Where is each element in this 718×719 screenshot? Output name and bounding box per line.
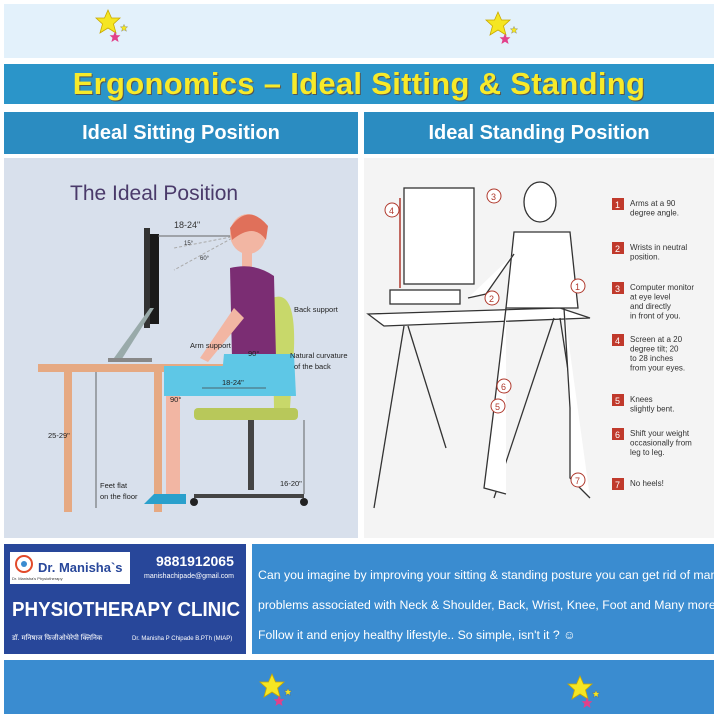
clinic-phone: 9881912065 xyxy=(156,553,234,569)
tip-text-line: occasionally from xyxy=(630,439,692,448)
logo-caption: Dr. Manisha's Physiotherapy xyxy=(12,576,63,581)
tip-text-line: degree angle. xyxy=(630,209,679,218)
tip-text-line: position. xyxy=(630,253,660,262)
top-decor-band xyxy=(4,4,714,58)
svg-text:6: 6 xyxy=(501,382,506,392)
feet-flat-label-2: on the floor xyxy=(100,492,138,501)
tip-number-badge xyxy=(612,282,624,294)
star-icon xyxy=(484,11,518,44)
message-box: Can you imagine by improving your sittin… xyxy=(252,544,718,654)
tip-number: 1 xyxy=(615,200,620,210)
elbow-angle-label: 90° xyxy=(248,349,259,358)
tip-text-line: in front of you. xyxy=(630,312,681,321)
message-line-3: Follow it and enjoy healthy lifestyle.. … xyxy=(258,628,576,642)
clinic-name-marathi: डॉ. मनिषाज फिजीओथेरेपी क्लिनिक xyxy=(11,633,103,642)
star-cluster-icons xyxy=(94,9,518,44)
tip-text-line: Arms at a 90 xyxy=(630,199,676,208)
tip-number: 4 xyxy=(615,336,620,346)
standing-header-label: Ideal Standing Position xyxy=(428,121,650,144)
tip-number-badge xyxy=(612,428,624,440)
feet-flat-label-1: Feet flat xyxy=(100,481,128,490)
standing-tip-item: 7 No heels! xyxy=(612,478,664,490)
standing-desk-illustration xyxy=(366,187,591,509)
clinic-doctor: Dr. Manisha P Chipade B.PTh (MIAP) xyxy=(132,636,232,642)
knee-angle-label: 90° xyxy=(170,395,181,404)
monitor-distance-label: 18-24" xyxy=(174,220,200,230)
title-bar: Ergonomics – Ideal Sitting & Standing xyxy=(4,64,714,104)
tip-text-line: No heels! xyxy=(630,479,664,488)
desk-height-label: 25-29" xyxy=(48,431,70,440)
svg-text:4: 4 xyxy=(389,206,394,216)
star-icon xyxy=(258,673,292,706)
arm-support-label: Arm support xyxy=(190,341,232,350)
tip-number: 7 xyxy=(615,480,620,490)
seat-distance-label: 18-24" xyxy=(222,378,244,387)
sitting-section-header: Ideal Sitting Position xyxy=(4,112,358,154)
sitting-header-label: Ideal Sitting Position xyxy=(82,121,280,144)
clinic-name-main: PHYSIOTHERAPY CLINIC xyxy=(12,599,240,621)
angle-15-label: 15° xyxy=(184,241,194,247)
standing-illustration: 4 3 2 1 6 5 7 1 Arms at a 90 degree angle.… xyxy=(364,158,714,538)
monitor-illustration xyxy=(108,228,159,362)
tip-text-line: leg to leg. xyxy=(630,448,665,457)
tip-number-badge xyxy=(612,334,624,346)
seat-height-label: 16-20" xyxy=(280,479,302,488)
tip-number-badge xyxy=(612,478,624,490)
seated-person-illustration xyxy=(144,214,296,504)
svg-text:3: 3 xyxy=(491,192,496,202)
desk-illustration xyxy=(38,364,224,512)
tip-markers: 4 3 2 1 6 5 7 xyxy=(384,188,586,488)
tip-text-line: at eye level xyxy=(630,293,671,302)
tip-text-line: Shift your weight xyxy=(630,429,690,438)
page-title: Ergonomics – Ideal Sitting & Standing xyxy=(72,66,646,101)
angle-60-label: 60° xyxy=(200,256,210,262)
message-line-1: Can you imagine by improving your sittin… xyxy=(258,568,718,582)
standing-person-illustration xyxy=(467,181,591,499)
svg-text:5: 5 xyxy=(495,402,500,412)
tip-text-line: slightly bent. xyxy=(630,405,674,414)
tip-number-badge xyxy=(612,394,624,406)
tip-text-line: Computer monitor xyxy=(630,283,694,292)
star-icon xyxy=(566,675,600,708)
sitting-illustration: The Ideal Position 18-24" 15° 60° xyxy=(4,158,358,538)
clinic-card-content: Dr. Manisha's Physiotherapy Dr. Manisha`… xyxy=(10,552,240,642)
tip-number: 6 xyxy=(615,430,620,440)
clinic-email: manishachipade@gmail.com xyxy=(144,573,234,580)
star-cluster-icons xyxy=(258,673,600,708)
tip-text-line: from your eyes. xyxy=(630,364,685,373)
svg-text:1: 1 xyxy=(575,282,580,292)
clinic-name-top: Dr. Manisha`s xyxy=(38,560,123,575)
star-icon xyxy=(94,9,128,42)
tip-number-badge xyxy=(612,242,624,254)
svg-text:2: 2 xyxy=(489,294,494,304)
natural-curvature-label-1: Natural curvature xyxy=(290,351,348,360)
tip-number: 3 xyxy=(615,284,620,294)
svg-text:7: 7 xyxy=(575,476,580,486)
tip-text-line: to 28 inches xyxy=(630,354,673,363)
natural-curvature-label-2: of the back xyxy=(294,362,331,371)
back-support-label: Back support xyxy=(294,305,339,314)
clinic-card: Dr. Manisha's Physiotherapy Dr. Manisha`… xyxy=(4,544,246,654)
tip-number: 5 xyxy=(615,396,620,406)
tip-text-line: Knees xyxy=(630,395,653,404)
sitting-heading: The Ideal Position xyxy=(70,182,238,205)
bottom-decor-band xyxy=(4,660,714,714)
tip-text-line: and directly xyxy=(630,302,671,311)
standing-section-header: Ideal Standing Position xyxy=(364,112,714,154)
message-line-2: problems associated with Neck & Shoulder… xyxy=(258,598,718,612)
tip-text-line: Wrists in neutral xyxy=(630,243,687,252)
sitting-diagram: The Ideal Position 18-24" 15° 60° xyxy=(38,182,348,512)
tip-number-badge xyxy=(612,198,624,210)
tip-number: 2 xyxy=(615,244,620,254)
tip-text-line: degree tilt; 20 xyxy=(630,345,679,354)
tip-text-line: Screen at a 20 xyxy=(630,335,683,344)
